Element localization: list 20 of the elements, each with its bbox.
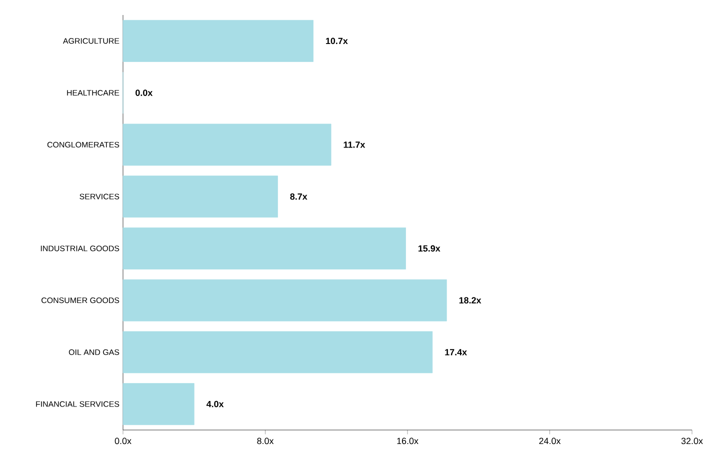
x-tick-label: 16.0x [397,438,418,444]
x-tick-label: 8.0x [257,438,274,444]
x-tick-label: 32.0x [681,438,703,444]
data-label: 11.7x [344,142,366,148]
data-label: 17.4x [445,349,467,356]
data-label: 18.2x [459,297,482,304]
x-tick-label: 24.0x [539,438,561,444]
x-tick-label: 0.0x [114,438,132,444]
data-label: 15.9x [418,245,440,252]
data-label: 10.7x [326,38,348,44]
data-label: 8.7x [290,193,308,200]
data-label: 4.0x [206,400,224,408]
bar [122,176,278,218]
bar [122,20,314,62]
data-label: 0.0x [136,90,153,96]
bar [122,124,332,166]
bar [122,227,406,270]
bar [122,331,433,374]
bar [122,279,447,322]
bar [122,383,194,426]
